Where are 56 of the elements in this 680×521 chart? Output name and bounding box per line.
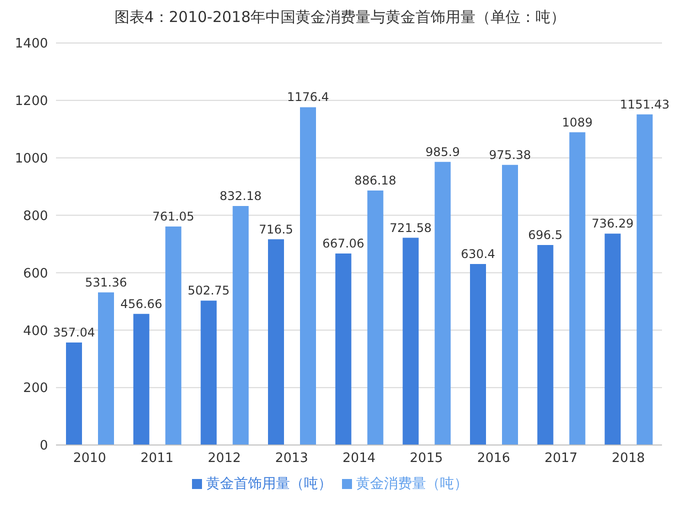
bar <box>636 114 653 445</box>
data-label: 630.4 <box>460 246 496 261</box>
bar <box>300 107 316 445</box>
data-label: 761.05 <box>152 209 194 224</box>
bar <box>470 264 486 445</box>
bar <box>402 238 419 445</box>
legend-label: 黄金消费量（吨） <box>356 476 468 492</box>
data-label: 456.66 <box>120 296 162 311</box>
data-label: 667.06 <box>322 236 364 250</box>
data-label: 721.58 <box>390 220 432 235</box>
y-tick-label: 1200 <box>14 94 48 110</box>
x-tick-label: 2018 <box>612 451 645 466</box>
data-label: 1151.43 <box>620 97 670 112</box>
y-tick-label: 200 <box>23 381 48 396</box>
bar <box>367 190 384 445</box>
bar <box>165 226 182 445</box>
y-tick-label: 400 <box>23 324 48 339</box>
bar <box>232 206 249 445</box>
data-label: 832.18 <box>220 189 262 204</box>
bar <box>66 342 82 445</box>
chart-title: 图表4：2010-2018年中国黄金消费量与黄金首饰用量（单位：吨） <box>113 8 567 27</box>
bar <box>604 234 621 445</box>
y-tick-label: 0 <box>40 438 48 454</box>
bar <box>434 162 451 445</box>
legend-label: 黄金首饰用量（吨） <box>206 476 332 492</box>
data-label: 531.36 <box>85 275 127 290</box>
y-tick-label: 1000 <box>14 151 48 166</box>
x-tick-label: 2010 <box>73 451 106 466</box>
data-label: 985.9 <box>425 144 460 159</box>
bar <box>200 300 217 445</box>
data-label: 886.18 <box>354 174 396 188</box>
bar <box>98 292 114 445</box>
bar <box>537 245 554 445</box>
x-tick-label: 2011 <box>140 451 174 466</box>
x-tick-label: 2012 <box>208 451 241 466</box>
x-tick-label: 2016 <box>477 451 510 466</box>
data-label: 736.29 <box>592 216 634 231</box>
y-tick-label: 600 <box>23 266 48 282</box>
data-label: 696.5 <box>528 228 563 242</box>
x-tick-label: 2015 <box>410 451 443 466</box>
data-label: 716.5 <box>258 222 294 236</box>
y-tick-label: 800 <box>23 208 48 224</box>
bar <box>335 253 352 445</box>
bar <box>569 132 586 445</box>
bar <box>502 164 518 445</box>
x-tick-label: 2013 <box>275 451 308 466</box>
bar <box>133 314 150 445</box>
data-label: 502.75 <box>188 284 230 298</box>
data-label: 975.38 <box>489 148 531 162</box>
x-tick-label: 2014 <box>342 451 376 466</box>
x-tick-label: 2017 <box>544 451 578 466</box>
data-label: 357.04 <box>53 325 95 340</box>
data-label: 1089 <box>562 115 593 130</box>
bar <box>268 239 284 445</box>
data-label: 1176.4 <box>287 90 329 104</box>
y-tick-label: 1400 <box>14 36 48 52</box>
